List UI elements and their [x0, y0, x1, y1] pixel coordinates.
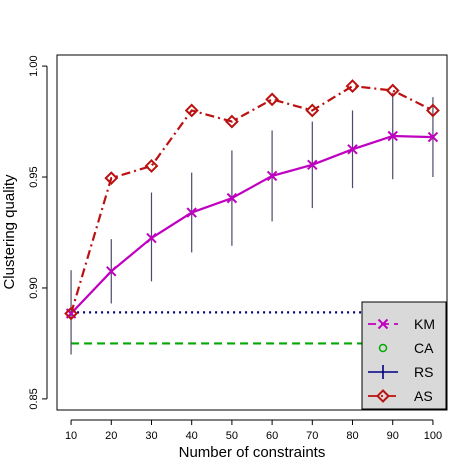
data-point-as — [345, 79, 360, 93]
data-point-as — [385, 83, 400, 98]
series-markers — [64, 79, 440, 321]
legend-label-as: AS — [414, 388, 433, 404]
data-point-km — [387, 130, 398, 142]
legend-label-km: KM — [414, 316, 435, 332]
data-point-as — [224, 114, 239, 129]
data-point-as — [426, 103, 440, 118]
legend-box — [361, 301, 447, 410]
legend-marker-ca — [378, 343, 388, 353]
legend: KM CA RS AS — [361, 301, 447, 410]
legend-label-ca: CA — [414, 340, 434, 356]
x-tick-label: 50 — [226, 430, 238, 442]
series-line-as — [70, 84, 434, 314]
data-point-km — [106, 266, 117, 277]
plot-frame — [56, 54, 448, 411]
y-axis-title: Clustering quality — [1, 174, 18, 290]
y-tick-label: 1.00 — [28, 55, 40, 76]
series-line-km — [70, 134, 433, 315]
data-point-km — [427, 131, 439, 143]
x-tick-label: 100 — [424, 430, 442, 442]
data-point-km — [146, 232, 157, 244]
x-tick-label: 90 — [387, 430, 399, 442]
data-point-as — [184, 103, 199, 118]
legend-marker-km — [377, 318, 389, 330]
x-axis-title: Number of constraints — [179, 444, 326, 461]
y-tick-label: 0.85 — [28, 388, 40, 409]
data-point-as — [305, 103, 320, 118]
data-point-km — [186, 207, 197, 218]
data-point-as — [265, 92, 280, 107]
legend-marker-as — [376, 389, 390, 403]
data-point-km — [307, 159, 318, 171]
x-tick-label: 20 — [105, 430, 117, 442]
data-point-km — [226, 192, 238, 204]
x-tick-label: 70 — [306, 430, 318, 442]
x-tick-label: 30 — [145, 430, 157, 442]
data-point-as — [144, 159, 159, 173]
data-point-km — [347, 144, 358, 155]
x-tick-label: 10 — [65, 430, 77, 442]
y-tick-label: 0.95 — [28, 166, 40, 187]
y-tick-label: 0.90 — [28, 277, 40, 298]
data-point-km — [266, 170, 278, 182]
legend-label-rs: RS — [414, 364, 433, 380]
x-tick-label: 60 — [266, 430, 278, 442]
x-tick-label: 80 — [346, 430, 358, 442]
axes: 10 20 30 40 50 60 70 80 90 100 0.85 0.90 0.95 1.00 — [28, 55, 442, 442]
data-point-as — [104, 171, 119, 186]
x-tick-label: 40 — [186, 430, 198, 442]
data-point-as — [64, 306, 78, 321]
